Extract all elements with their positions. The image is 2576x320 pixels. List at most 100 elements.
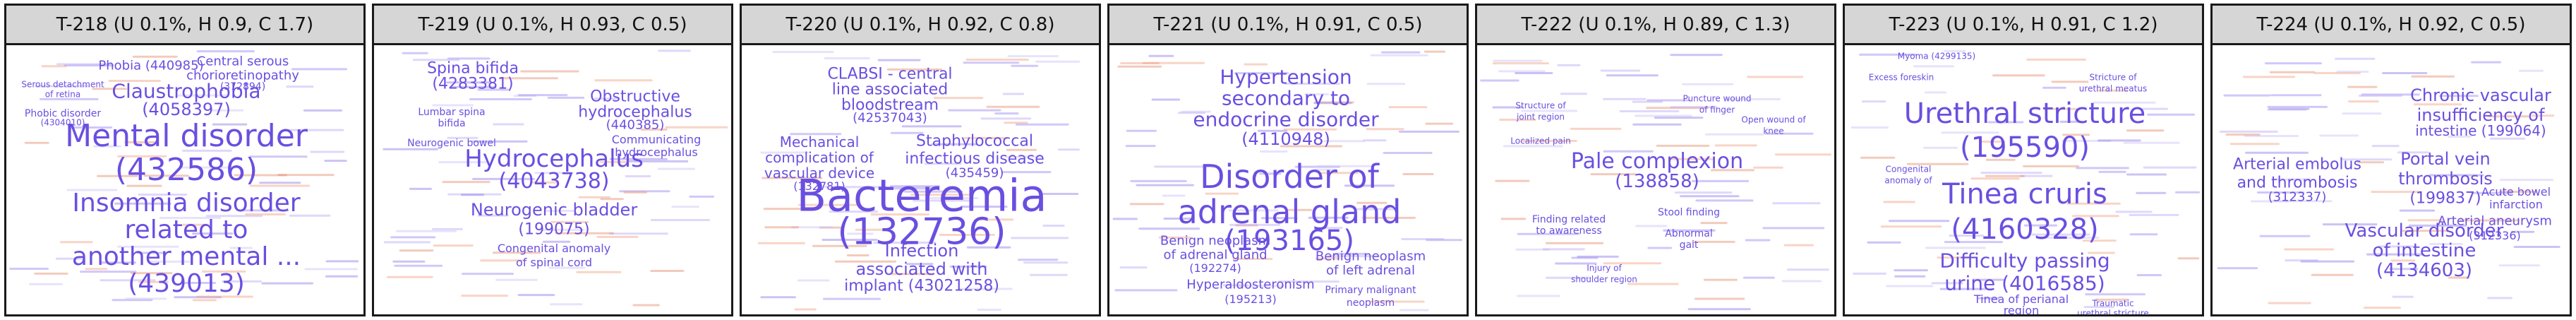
filler-word-mark [131, 272, 173, 275]
filler-word-mark [2097, 89, 2129, 92]
filler-word-mark [472, 177, 535, 180]
word-cloud: Disorder of adrenal gland (193165) Hyperten… [1109, 45, 1467, 314]
filler-word-mark [2023, 165, 2080, 167]
filler-word-mark [138, 194, 188, 196]
filler-word-mark [2026, 58, 2086, 61]
cloud-word: Arterial aneurysm [2438, 213, 2552, 228]
filler-word-mark [1284, 83, 1340, 85]
filler-word-mark [1117, 65, 1162, 68]
filler-word-mark [1142, 61, 1205, 64]
filler-word-mark [829, 211, 879, 213]
filler-word-mark [2098, 170, 2126, 173]
filler-word-mark [1229, 223, 1280, 226]
cloud-word: bloodstream [841, 97, 939, 114]
filler-word-mark [1894, 275, 1926, 278]
filler-word-mark [2268, 302, 2311, 304]
filler-word-mark [2371, 145, 2400, 148]
filler-word-mark [1941, 131, 1999, 134]
cloud-word: (440385) [606, 117, 665, 132]
filler-word-mark [1424, 50, 1446, 53]
filler-word-mark [229, 247, 253, 249]
cloud-word: Communicating [612, 133, 701, 146]
filler-word-mark [2095, 298, 2129, 301]
filler-word-mark [2147, 113, 2195, 116]
filler-word-mark [870, 213, 929, 216]
filler-word-mark [963, 136, 1008, 139]
filler-word-mark [196, 50, 255, 53]
cloud-word: Abnormal [1665, 228, 1713, 239]
filler-word-mark [1783, 244, 1814, 247]
filler-word-mark [55, 257, 85, 260]
filler-word-mark [1498, 70, 1546, 73]
filler-word-mark [1772, 202, 1821, 205]
filler-word-mark [1546, 276, 1591, 279]
filler-word-mark [877, 59, 921, 61]
filler-word-mark [249, 184, 311, 187]
filler-word-mark [2335, 57, 2376, 60]
filler-word-mark [2242, 76, 2296, 78]
filler-word-mark [447, 57, 490, 60]
filler-word-mark [212, 123, 248, 126]
filler-word-mark [2256, 191, 2305, 194]
filler-word-mark [1859, 53, 1917, 56]
filler-word-mark [1670, 106, 1718, 109]
cloud-word: (312336) [2469, 229, 2521, 242]
filler-word-mark [763, 208, 808, 211]
filler-word-mark [2051, 81, 2089, 83]
filler-word-mark [471, 140, 528, 143]
filler-word-mark [2371, 191, 2422, 194]
filler-word-mark [148, 260, 191, 263]
cloud-word: Chronic vascular [2410, 85, 2551, 105]
filler-word-mark [92, 88, 127, 90]
filler-word-mark [184, 282, 217, 284]
filler-word-mark [1931, 282, 1963, 285]
filler-word-mark [2123, 141, 2180, 144]
filler-word-mark [143, 174, 189, 177]
filler-word-mark [594, 79, 653, 82]
filler-word-mark [192, 232, 234, 235]
filler-word-mark [1323, 140, 1365, 143]
filler-word-mark [2072, 215, 2119, 218]
cloud-word: (4160328) [1951, 213, 2098, 246]
filler-word-mark [80, 271, 137, 273]
cloud-word: of retina [45, 90, 80, 100]
filler-word-mark [555, 232, 614, 235]
filler-word-mark [1889, 220, 1950, 223]
cloud-word: Mechanical [780, 134, 860, 150]
filler-word-mark [2513, 246, 2560, 248]
filler-word-mark [477, 88, 511, 91]
cloud-word: vascular device [764, 165, 874, 182]
filler-word-mark [1228, 209, 1279, 212]
cloud-word: Benign neoplasm [1316, 249, 1426, 263]
cloud-word: to awareness [1536, 225, 1601, 237]
cloud-word: Phobic disorder [25, 108, 101, 119]
filler-word-mark [2389, 268, 2419, 271]
filler-word-mark [1886, 285, 1934, 288]
filler-word-mark [1356, 201, 1388, 204]
filler-word-mark [960, 206, 1008, 208]
filler-word-mark [1017, 259, 1059, 261]
cloud-word: Urethral stricture [1904, 97, 2146, 130]
cloud-word: (4304010) [41, 118, 85, 128]
filler-word-mark [891, 273, 934, 275]
filler-word-mark [2411, 75, 2455, 78]
filler-word-mark [904, 190, 963, 193]
filler-word-mark [794, 308, 817, 311]
filler-word-mark [2066, 202, 2121, 205]
filler-word-mark [1492, 62, 1549, 65]
filler-word-mark [2397, 151, 2429, 154]
filler-word-mark [1006, 148, 1037, 151]
filler-word-mark [112, 299, 153, 302]
filler-word-mark [2499, 179, 2554, 182]
filler-word-mark [432, 104, 474, 107]
filler-word-mark [2428, 242, 2463, 245]
filler-word-mark [289, 129, 344, 131]
filler-word-mark [1001, 171, 1052, 174]
filler-word-mark [1853, 272, 1887, 275]
filler-word-mark [520, 70, 579, 73]
filler-word-mark [1112, 218, 1138, 220]
cloud-word: Traumatic [2091, 299, 2133, 309]
filler-word-mark [1163, 218, 1193, 220]
filler-word-mark [2097, 139, 2141, 142]
filler-word-mark [1119, 266, 1148, 269]
